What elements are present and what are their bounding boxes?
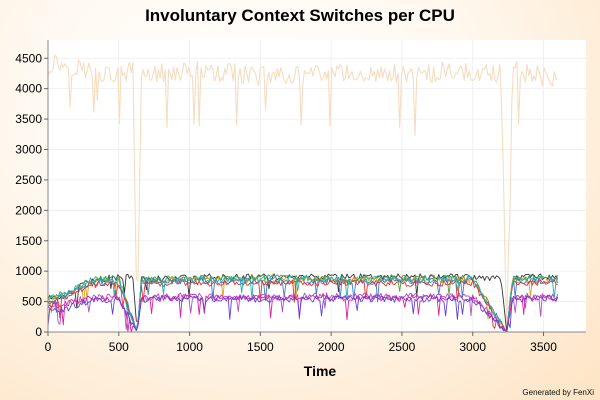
x-axis-title: Time (304, 363, 337, 379)
footer-credit: Generated by FenXi (522, 388, 594, 397)
x-tick-label: 3500 (530, 340, 557, 354)
x-tick-label: 2500 (389, 340, 416, 354)
y-tick-label: 0 (35, 325, 42, 339)
x-tick-label: 2000 (318, 340, 345, 354)
y-tick-label: 1000 (15, 264, 42, 278)
y-tick-label: 1500 (15, 234, 42, 248)
y-tick-label: 3500 (15, 112, 42, 126)
series-line-7 (47, 275, 559, 333)
y-axis-ticks: 0 500 1000 1500 2000 2500 3000 3500 4000 4500 (15, 51, 48, 339)
x-axis-ticks: 0 500 1000 1500 2000 2500 3000 3500 (45, 332, 557, 354)
y-tick-label: 3000 (15, 143, 42, 157)
x-tick-label: 500 (109, 340, 129, 354)
chart-title: Involuntary Context Switches per CPU (145, 6, 455, 25)
y-tick-label: 2000 (15, 203, 42, 217)
series-line-10 (47, 295, 559, 333)
x-tick-label: 0 (45, 340, 52, 354)
y-tick-label: 4000 (15, 82, 42, 96)
series-lines (47, 54, 559, 333)
x-tick-label: 1000 (176, 340, 203, 354)
x-tick-label: 3000 (459, 340, 486, 354)
x-tick-label: 1500 (247, 340, 274, 354)
series-line-1 (47, 54, 558, 333)
y-tick-label: 2500 (15, 173, 42, 187)
y-tick-label: 4500 (15, 51, 42, 65)
series-line-8 (47, 292, 559, 333)
y-tick-label: 500 (22, 295, 42, 309)
